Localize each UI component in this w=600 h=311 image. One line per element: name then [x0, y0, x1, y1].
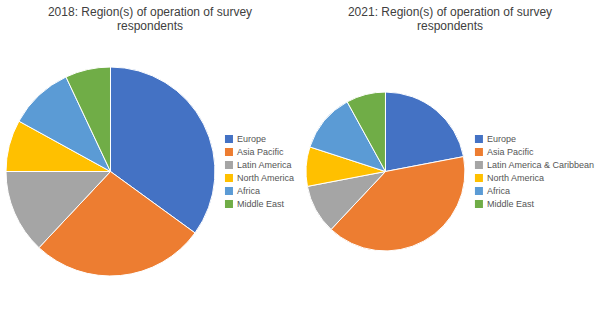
legend-label: Europe — [487, 134, 516, 144]
legend-swatch — [475, 174, 483, 182]
legend-swatch — [225, 161, 233, 169]
legend-label: Asia Pacific — [487, 147, 534, 157]
slice — [347, 92, 385, 171]
legend-label: North America — [237, 173, 294, 183]
panel: 2021: Region(s) of operation of surveyre… — [306, 5, 594, 251]
legend-swatch — [225, 174, 233, 182]
title: 2018: Region(s) of operation of surveyre… — [48, 5, 252, 33]
pie — [6, 67, 215, 276]
legend-label: Africa — [237, 186, 260, 196]
legend-label: Middle East — [237, 199, 285, 209]
legend-label: Latin America & Caribbean — [487, 160, 594, 170]
pie — [306, 92, 465, 251]
panel: 2018: Region(s) of operation of surveyre… — [6, 5, 294, 276]
slice — [6, 172, 110, 248]
figure: 2018: Region(s) of operation of surveyre… — [0, 0, 600, 311]
legend-swatch — [475, 187, 483, 195]
legend-swatch — [475, 161, 483, 169]
legend-label: Africa — [487, 186, 510, 196]
legend-label: Europe — [237, 134, 266, 144]
legend-swatch — [225, 187, 233, 195]
legend-swatch — [225, 135, 233, 143]
legend-label: Latin America — [237, 160, 292, 170]
legend: Europe Asia Pacific Latin America & Caribb… — [475, 134, 594, 209]
legend-swatch — [225, 200, 233, 208]
legend-swatch — [225, 148, 233, 156]
legend-swatch — [475, 148, 483, 156]
legend-label: Asia Pacific — [237, 147, 284, 157]
legend-swatch — [475, 200, 483, 208]
slice — [66, 67, 110, 171]
legend-swatch — [475, 135, 483, 143]
legend: Europe Asia Pacific Latin America North Ame… — [225, 134, 294, 209]
legend-label: North America — [487, 173, 544, 183]
legend-label: Middle East — [487, 199, 535, 209]
title: 2021: Region(s) of operation of surveyre… — [348, 5, 552, 33]
